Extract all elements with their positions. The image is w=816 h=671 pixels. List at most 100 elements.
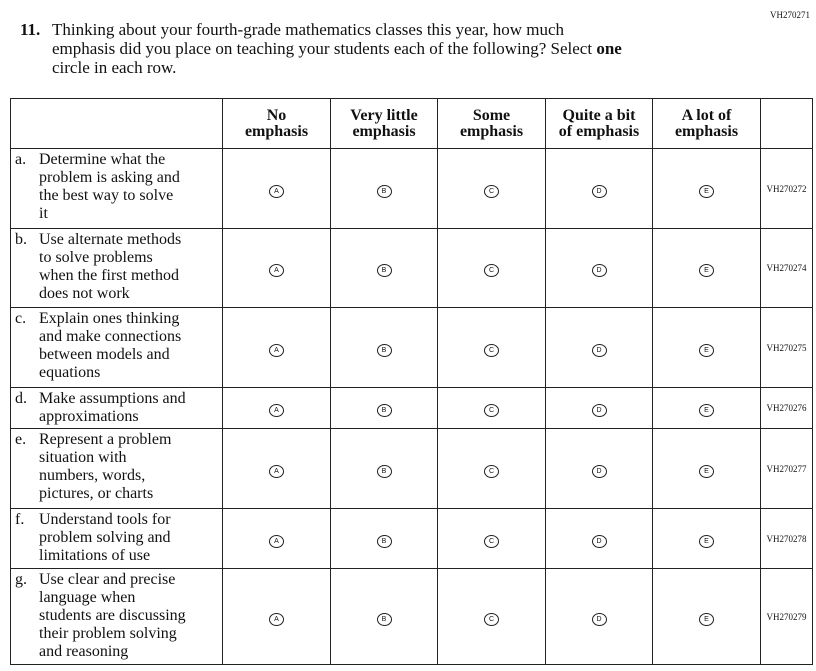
question-line-text: emphasis did you place on teaching your … [52,39,593,58]
item-line: Use alternate methods [39,231,182,248]
item: d. Make assumptions and approximations [15,390,218,426]
item-label: d. [15,390,27,407]
answer-bubble[interactable]: D [591,534,607,548]
answer-bubble[interactable]: A [269,404,284,417]
column-header: A lot of emphasis [652,98,761,149]
answer-bubble[interactable]: C [484,404,499,417]
option-cell: D [545,568,653,665]
answer-bubble[interactable]: B [376,464,392,478]
answer-bubble[interactable]: B [376,264,392,277]
item-cell: b. Use alternate methods to solve problems… [10,228,223,308]
item-cell: d. Make assumptions and approximations [10,387,223,429]
answer-bubble[interactable]: A [269,343,284,357]
answer-bubble[interactable]: C [484,534,499,548]
header-row: No emphasis Very little emphasis Some emphasi… [10,98,813,149]
answer-bubble[interactable]: E [699,343,714,357]
item-code: VH270276 [760,387,813,429]
option-cell: C [437,428,546,509]
option-cell: C [437,387,546,429]
option-cell: D [545,428,653,509]
answer-bubble[interactable]: C [484,612,499,626]
answer-bubble[interactable]: D [591,404,607,417]
column-header-line: A lot of [681,107,732,124]
item-cell: c. Explain ones thinking and make connecti… [10,307,223,388]
option-cell: B [330,387,438,429]
answer-bubble[interactable]: C [484,343,499,357]
column-header: Some emphasis [437,98,546,149]
answer-bubble[interactable]: E [699,612,714,626]
answer-bubble[interactable]: D [591,612,607,626]
item-text: Represent a problem situation with numbers… [39,431,171,503]
item-code: VH270275 [760,307,813,388]
item-row: e. Represent a problem situation with numbe… [10,428,813,509]
item-cell: f. Understand tools for problem solving an… [10,508,223,569]
answer-bubble[interactable]: E [699,534,714,548]
item-text: Use alternate methods to solve problems wh… [39,231,181,303]
answer-bubble[interactable]: A [269,184,284,198]
option-cell: C [437,307,546,388]
column-header-line: emphasis [244,123,309,140]
item-line: limitations of use [39,547,151,564]
answer-bubble[interactable]: C [484,464,499,478]
option-cell: A [222,228,331,308]
answer-bubble[interactable]: A [269,264,284,277]
option-cell: B [330,148,438,229]
answer-bubble[interactable]: E [699,464,714,478]
item-line: pictures, or charts [39,485,154,502]
column-header: Very little emphasis [330,98,438,149]
response-table: No emphasis Very little emphasis Some emphasi… [10,98,813,665]
question-code: VH270271 [770,10,810,20]
option-cell: A [222,307,331,388]
item-line: to solve problems [39,249,153,266]
question-line: Thinking about your fourth-grade mathema… [52,20,622,39]
item-line: language when [39,589,136,606]
answer-bubble[interactable]: C [484,264,499,277]
answer-bubble[interactable]: E [699,184,714,198]
answer-bubble[interactable]: A [269,464,284,478]
column-header: Quite a bit of emphasis [545,98,653,149]
option-cell: C [437,568,546,665]
item-text: Understand tools for problem solving and l… [39,511,171,565]
item-label: e. [15,431,27,448]
item-label: f. [15,511,25,528]
item-label: b. [15,231,27,248]
option-cell: A [222,568,331,665]
item-code: VH270272 [760,148,813,229]
answer-bubble[interactable]: B [376,184,392,198]
answer-bubble[interactable]: A [269,534,284,548]
question-number: 11. [20,20,41,39]
item-row: f. Understand tools for problem solving an… [10,508,813,569]
item-row: d. Make assumptions and approximations A B C D… [10,387,813,429]
question-line: circle in each row. [52,58,622,77]
item-line: approximations [39,408,139,425]
item-line: students are discussing [39,607,186,624]
option-cell: B [330,428,438,509]
option-cell: C [437,148,546,229]
item-line: Use clear and precise [39,571,176,588]
answer-bubble[interactable]: D [591,464,607,478]
column-header-line: emphasis [459,123,524,140]
answer-bubble[interactable]: E [699,264,714,277]
answer-bubble[interactable]: B [376,534,392,548]
item-line: does not work [39,285,130,302]
option-cell: A [222,508,331,569]
item-line: Represent a problem [39,431,172,448]
option-cell: D [545,307,653,388]
answer-bubble[interactable]: D [591,184,607,198]
answer-bubble[interactable]: D [591,343,607,357]
item: a. Determine what the problem is asking an… [15,151,218,223]
item-cell: a. Determine what the problem is asking an… [10,148,223,229]
option-cell: E [652,148,761,229]
answer-bubble[interactable]: B [376,404,392,417]
item: g. Use clear and precise language when stud… [15,571,218,661]
answer-bubble[interactable]: B [376,343,392,357]
answer-bubble[interactable]: E [699,404,714,417]
answer-bubble[interactable]: C [484,184,499,198]
answer-bubble[interactable]: B [376,612,392,626]
item-line: Explain ones thinking [39,310,180,327]
answer-bubble[interactable]: D [591,264,607,277]
item: e. Represent a problem situation with numbe… [15,431,218,503]
answer-bubble[interactable]: A [269,612,284,626]
option-cell: A [222,148,331,229]
option-cell: D [545,387,653,429]
